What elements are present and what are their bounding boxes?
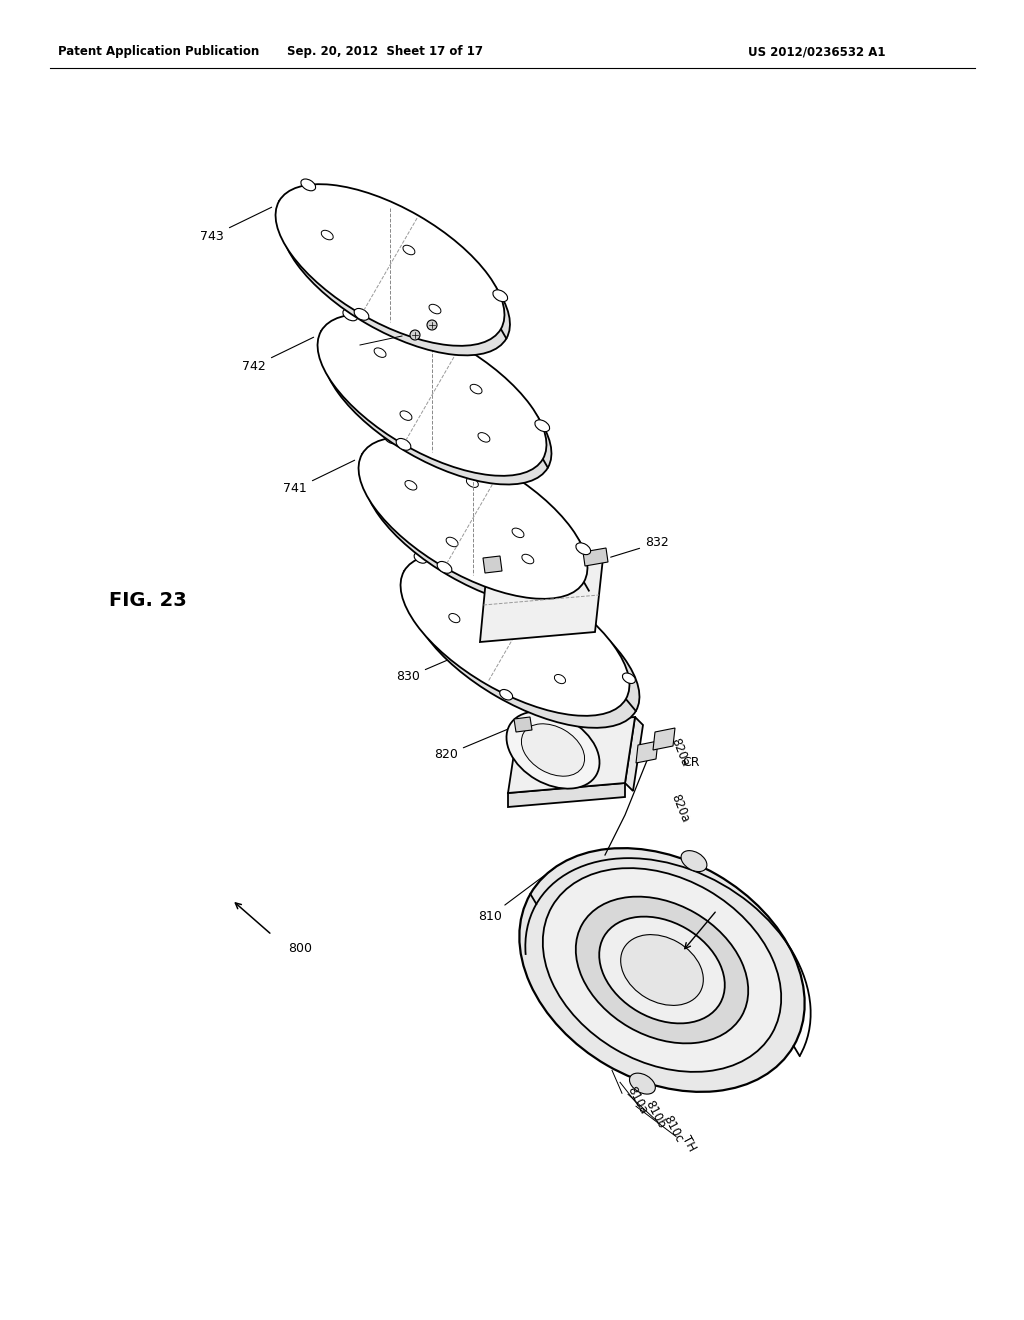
Ellipse shape <box>400 554 630 715</box>
Ellipse shape <box>400 411 412 420</box>
Ellipse shape <box>343 309 357 321</box>
Text: 741: 741 <box>284 461 354 495</box>
Ellipse shape <box>623 673 635 684</box>
Text: SC: SC <box>338 338 355 351</box>
Ellipse shape <box>525 603 537 612</box>
Polygon shape <box>508 717 635 793</box>
Ellipse shape <box>621 935 703 1006</box>
Polygon shape <box>653 729 675 750</box>
Ellipse shape <box>322 230 333 240</box>
Text: 810a: 810a <box>625 1084 650 1117</box>
Ellipse shape <box>575 896 749 1043</box>
Ellipse shape <box>323 323 552 484</box>
Ellipse shape <box>384 432 398 444</box>
Ellipse shape <box>681 850 707 871</box>
Text: 743: 743 <box>201 207 271 243</box>
Ellipse shape <box>317 314 547 475</box>
Text: 820: 820 <box>434 729 510 762</box>
Polygon shape <box>514 717 532 733</box>
Text: US 2012/0236532 A1: US 2012/0236532 A1 <box>748 45 886 58</box>
Ellipse shape <box>512 528 524 537</box>
Text: TH: TH <box>679 1134 698 1154</box>
Text: FIG. 23: FIG. 23 <box>110 590 186 610</box>
Text: 820a: 820a <box>668 735 691 768</box>
Polygon shape <box>508 783 625 807</box>
Ellipse shape <box>575 543 591 554</box>
Ellipse shape <box>411 566 639 727</box>
Ellipse shape <box>404 480 417 490</box>
Ellipse shape <box>429 305 441 314</box>
Ellipse shape <box>478 433 489 442</box>
Ellipse shape <box>403 246 415 255</box>
Polygon shape <box>483 556 502 573</box>
Circle shape <box>410 330 420 341</box>
Polygon shape <box>636 741 658 763</box>
Polygon shape <box>583 548 608 566</box>
Text: 832: 832 <box>610 536 669 557</box>
Polygon shape <box>480 558 603 642</box>
Ellipse shape <box>396 438 411 450</box>
Ellipse shape <box>446 537 458 546</box>
Text: 810b: 810b <box>643 1098 669 1131</box>
Ellipse shape <box>500 689 513 700</box>
Circle shape <box>427 319 437 330</box>
Ellipse shape <box>543 869 781 1072</box>
Text: Patent Application Publication: Patent Application Publication <box>58 45 259 58</box>
Ellipse shape <box>522 554 534 564</box>
Ellipse shape <box>470 384 482 393</box>
Ellipse shape <box>364 446 593 607</box>
Text: 810: 810 <box>478 867 555 923</box>
Ellipse shape <box>414 553 427 564</box>
Ellipse shape <box>354 309 369 321</box>
Ellipse shape <box>437 561 452 573</box>
Ellipse shape <box>599 916 725 1023</box>
Ellipse shape <box>301 180 315 191</box>
Ellipse shape <box>630 1073 655 1094</box>
Text: 830: 830 <box>396 645 482 684</box>
Text: 800: 800 <box>288 941 312 954</box>
Ellipse shape <box>281 194 510 355</box>
Polygon shape <box>625 717 643 791</box>
Ellipse shape <box>493 290 508 302</box>
Text: 742: 742 <box>243 337 313 372</box>
Text: 810c: 810c <box>662 1113 686 1144</box>
Ellipse shape <box>521 723 585 776</box>
Ellipse shape <box>535 420 550 432</box>
Text: Sep. 20, 2012  Sheet 17 of 17: Sep. 20, 2012 Sheet 17 of 17 <box>287 45 483 58</box>
Text: 820a: 820a <box>668 792 691 824</box>
Ellipse shape <box>358 437 588 599</box>
Ellipse shape <box>374 348 386 358</box>
Text: CR: CR <box>682 755 699 768</box>
Ellipse shape <box>466 478 478 487</box>
Ellipse shape <box>449 614 460 623</box>
Ellipse shape <box>554 675 565 684</box>
Ellipse shape <box>519 849 805 1092</box>
Ellipse shape <box>507 711 599 788</box>
Ellipse shape <box>275 185 505 346</box>
